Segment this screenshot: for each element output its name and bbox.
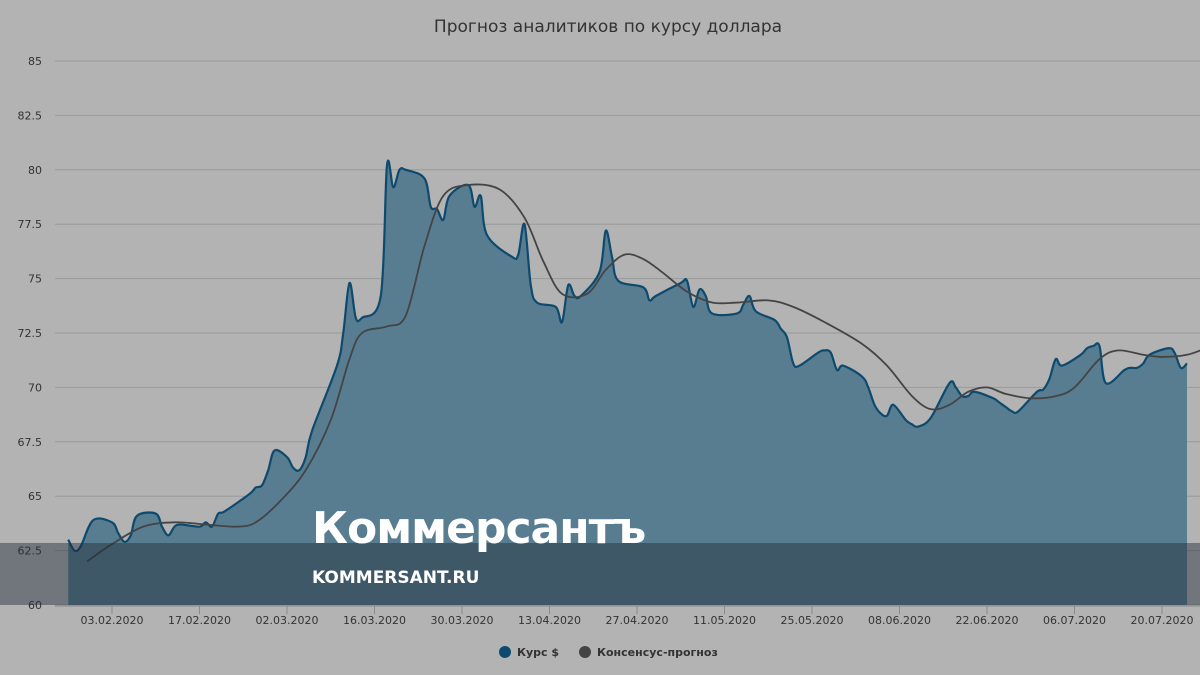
watermark-logo: Коммерсантъ [312,503,645,554]
kurs-line[interactable] [67,159,1188,553]
consensus-line[interactable] [86,183,1200,563]
x-tick-label: 17.02.2020 [168,614,231,627]
x-axis: 03.02.2020 17.02.2020 02.03.2020 16.03.2020… [55,605,1200,627]
legend-label-kurs: Курс $ [517,646,559,659]
x-tick-label: 30.03.2020 [431,614,494,627]
watermark: Коммерсантъ KOMMERSANT.RU [0,503,1200,605]
x-tick-label: 22.06.2020 [956,614,1019,627]
x-tick-label: 06.07.2020 [1043,614,1106,627]
watermark-site: KOMMERSANT.RU [312,568,479,588]
y-tick-label: 62.5 [18,545,43,558]
chart-title: Прогноз аналитиков по курсу доллара [434,17,782,37]
y-axis: 85 82.5 80 77.5 75 72.5 70 67.5 65 62.5 60 [18,55,43,612]
y-tick-label: 77.5 [18,218,43,231]
x-tick-label: 16.03.2020 [343,614,406,627]
x-tick-label: 25.05.2020 [781,614,844,627]
series-kurs-area [67,159,1188,605]
y-tick-label: 60 [28,599,42,612]
y-tick-label: 82.5 [18,109,43,122]
x-tick-label: 13.04.2020 [518,614,581,627]
x-tick-label: 27.04.2020 [606,614,669,627]
x-tick-label: 11.05.2020 [693,614,756,627]
x-tick-label: 03.02.2020 [81,614,144,627]
kurs-area-fill [68,160,1187,605]
legend-item-kurs[interactable]: Курс $ [499,646,559,659]
legend-item-consensus[interactable]: Консенсус-прогноз [579,646,718,659]
watermark-band [0,543,1200,605]
legend-marker-kurs [499,646,511,658]
y-tick-label: 67.5 [18,436,43,449]
legend-marker-consensus [579,646,591,658]
legend-label-consensus: Консенсус-прогноз [597,646,718,659]
y-tick-label: 70 [28,381,42,394]
x-tick-label: 08.06.2020 [868,614,931,627]
series-consensus-line [86,183,1200,563]
x-tick-label: 02.03.2020 [256,614,319,627]
y-tick-label: 85 [28,55,42,68]
y-tick-label: 72.5 [18,327,43,340]
x-tick-label: 20.07.2020 [1131,614,1194,627]
y-tick-label: 65 [28,490,42,503]
y-tick-label: 75 [28,273,42,286]
y-tick-label: 80 [28,164,42,177]
legend: Курс $ Консенсус-прогноз [499,646,718,659]
